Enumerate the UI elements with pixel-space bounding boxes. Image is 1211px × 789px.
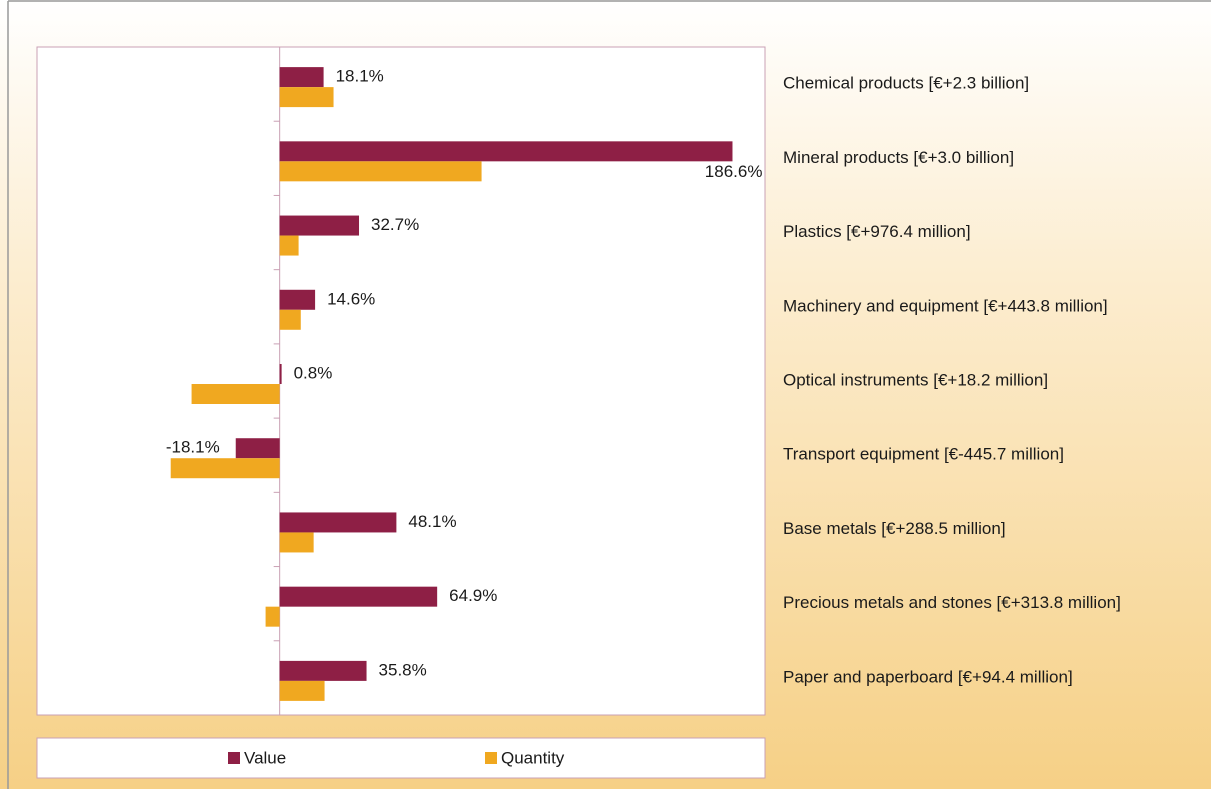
bar xyxy=(279,532,314,553)
bar xyxy=(279,586,438,607)
category-label: Transport equipment [€-445.7 million] xyxy=(783,445,1064,464)
legend-label: Value xyxy=(244,748,286,767)
bar xyxy=(279,309,301,330)
legend-swatch xyxy=(228,752,240,764)
data-label: 64.9% xyxy=(449,586,497,605)
data-label: -18.1% xyxy=(166,438,220,457)
bar xyxy=(279,141,733,162)
bar xyxy=(279,235,299,256)
bar xyxy=(279,660,367,681)
bar xyxy=(191,384,280,404)
bar xyxy=(279,215,360,236)
category-label: Mineral products [€+3.0 billion] xyxy=(783,148,1014,167)
data-label: 48.1% xyxy=(408,512,456,531)
legend-box xyxy=(36,737,766,779)
data-label: 32.7% xyxy=(371,215,419,234)
bar xyxy=(279,87,334,108)
legend-swatch xyxy=(485,752,497,764)
category-label: Machinery and equipment [€+443.8 million… xyxy=(783,296,1108,315)
bar xyxy=(279,512,397,533)
category-label: Base metals [€+288.5 million] xyxy=(783,519,1006,538)
bar xyxy=(170,458,280,479)
bar xyxy=(279,680,325,701)
bar xyxy=(279,289,316,310)
category-label: Paper and paperboard [€+94.4 million] xyxy=(783,667,1073,686)
data-label: 35.8% xyxy=(379,660,427,679)
data-label: 14.6% xyxy=(327,289,375,308)
bar xyxy=(279,161,482,182)
bar xyxy=(265,606,280,627)
category-label: Precious metals and stones [€+313.8 mill… xyxy=(783,593,1121,612)
data-label: 0.8% xyxy=(294,363,333,382)
data-label: 18.1% xyxy=(336,67,384,86)
bar xyxy=(279,364,282,384)
bar xyxy=(235,438,280,459)
data-label: 186.6% xyxy=(705,162,763,181)
category-label: Optical instruments [€+18.2 million] xyxy=(783,370,1048,389)
category-label: Plastics [€+976.4 million] xyxy=(783,222,971,241)
category-label: Chemical products [€+2.3 billion] xyxy=(783,74,1029,93)
bar xyxy=(279,67,324,88)
legend-label: Quantity xyxy=(501,748,565,767)
